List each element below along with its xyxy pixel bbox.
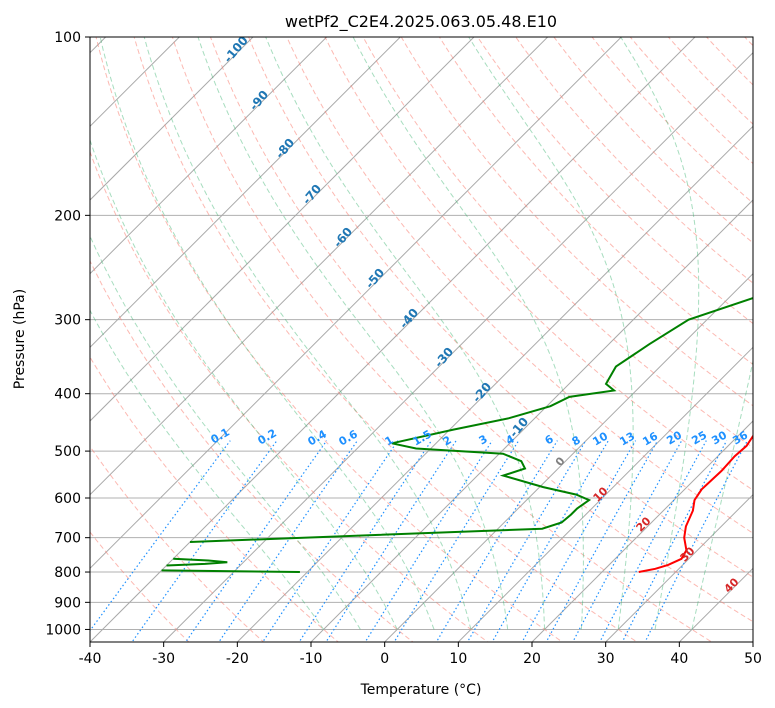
dry-adiabat-line [171, 37, 713, 642]
dry-adiabat-line [438, 37, 753, 366]
profile-series [161, 296, 753, 573]
mixing-ratio-line [262, 440, 399, 642]
isotherm-line [604, 493, 753, 642]
moist-adiabat-line [620, 37, 700, 630]
sounding-profile-line [166, 557, 228, 567]
isotherm-line [90, 37, 475, 422]
isotherm-line [310, 199, 753, 642]
chart-title: wetPf2_C2E4.2025.063.05.48.E10 [285, 12, 557, 32]
y-tick-label: 800 [54, 565, 81, 581]
moist-adiabat-line [90, 138, 398, 630]
dry-adiabat-line [362, 37, 753, 449]
moist-adiabat-line [691, 358, 753, 630]
mixing-ratio-line [521, 440, 637, 642]
dry-adiabat-line [90, 150, 489, 642]
isotherm-line [90, 37, 402, 349]
mixing-ratio-line [621, 440, 728, 642]
moist-adiabat-line [90, 309, 324, 630]
x-tick-label: 50 [744, 651, 762, 667]
y-tick-label: 500 [54, 444, 81, 460]
dry-adiabat-line [324, 37, 753, 491]
isotherm-line [90, 37, 549, 496]
moist-adiabat-line [265, 37, 546, 630]
dry-adiabat-line [133, 37, 638, 642]
y-tick-label: 700 [54, 531, 81, 547]
sounding-profile-line [161, 569, 300, 573]
dry-adiabat-line [248, 37, 753, 578]
moist-adiabat-line [468, 37, 634, 630]
x-axis-label: Temperature (°C) [360, 682, 482, 698]
mixing-ratio-line [572, 440, 683, 642]
mixing-ratio-line [325, 440, 457, 642]
dry-adiabat-line [209, 37, 753, 623]
x-tick-label: 30 [597, 651, 615, 667]
x-tick-label: 20 [523, 651, 541, 667]
isotherm-line [383, 272, 753, 642]
y-tick-label: 100 [54, 30, 81, 46]
moist-adiabat-line [143, 37, 472, 630]
mixing-ratio-line [435, 440, 558, 642]
moist-adiabat-line [352, 37, 584, 630]
plot-frame [89, 36, 754, 643]
sounding-profile-line [189, 296, 753, 543]
dry-adiabat-line [90, 259, 414, 642]
mixing-ratio-line [131, 440, 278, 642]
mixing-ratio-line [491, 440, 609, 642]
isotherm-line [90, 37, 254, 201]
x-tick-label: -40 [79, 651, 102, 667]
isotherm-line [90, 37, 623, 570]
mixing-ratio-line [364, 440, 493, 642]
isotherm-line [90, 37, 696, 642]
x-tick-label: 40 [670, 651, 688, 667]
isotherm-line [236, 125, 753, 642]
isotherm-line [90, 37, 328, 275]
y-axis-label: Pressure (hPa) [12, 289, 28, 389]
dry-adiabat-line [400, 37, 753, 407]
background-lines [90, 37, 753, 642]
isotherm-line [162, 51, 753, 642]
dry-adiabat-line [476, 37, 753, 325]
dry-adiabat-line [553, 37, 753, 244]
dry-adiabat-line [90, 445, 265, 642]
mixing-ratio-line [298, 440, 432, 642]
x-tick-label: -10 [300, 651, 323, 667]
y-tick-label: 600 [54, 491, 81, 507]
mixing-ratio-line [644, 440, 748, 642]
isotherm-line [457, 346, 753, 642]
moist-adiabat-line [99, 37, 435, 630]
y-tick-label: 200 [54, 208, 81, 224]
moist-adiabat-line [197, 37, 509, 630]
moist-adiabat-line [90, 234, 361, 630]
y-tick-label: 900 [54, 595, 81, 611]
sounding-profile-line [638, 434, 753, 573]
x-tick-label: 0 [380, 651, 389, 667]
y-tick-label: 1000 [45, 622, 81, 638]
y-tick-label: 300 [54, 313, 81, 329]
x-tick-label: -30 [152, 651, 175, 667]
isotherm-line [531, 420, 753, 642]
dry-adiabat-line [629, 37, 753, 165]
y-tick-label: 400 [54, 387, 81, 403]
mixing-ratio-line [599, 440, 707, 642]
dry-adiabat-line [90, 356, 339, 642]
axis-ticks: -40 -30 -20 -10 0 10 20 30 40 50 100 200 300 400 500 60… [45, 30, 762, 667]
x-tick-label: 10 [449, 651, 467, 667]
dry-adiabat-line [95, 37, 564, 642]
x-tick-label: -20 [226, 651, 249, 667]
mixing-ratio-line [545, 440, 659, 642]
